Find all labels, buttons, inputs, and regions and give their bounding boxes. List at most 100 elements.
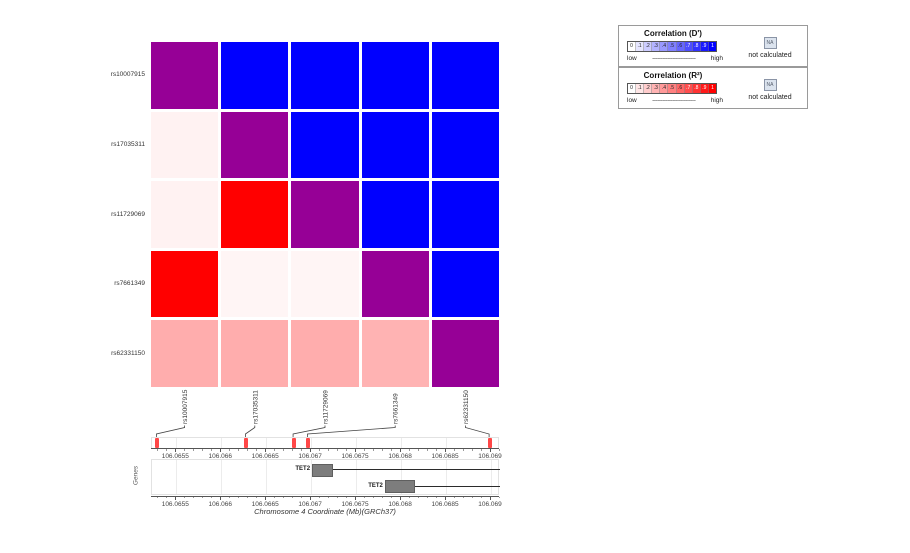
- axis-tick-minor: [499, 496, 500, 499]
- snp-marker-rs11729069[interactable]: [292, 438, 297, 448]
- axis-tick-major: [265, 496, 267, 500]
- ld-cell-rs10007915-rs7661349[interactable]: [361, 42, 429, 109]
- ld-cell-rs62331150-rs11729069[interactable]: [291, 320, 359, 387]
- axis-tick-minor: [328, 449, 330, 451]
- snp-position-track: [151, 437, 499, 448]
- axis-tick-minor: [337, 496, 339, 499]
- axis-tick-minor: [454, 496, 456, 499]
- ld-cell-rs17035311-rs62331150[interactable]: [431, 111, 499, 179]
- snp-marker-rs17035311[interactable]: [244, 438, 249, 448]
- snp-marker-rs7661349[interactable]: [306, 438, 311, 448]
- track-gridline: [266, 460, 268, 494]
- axis-tick-minor: [391, 496, 393, 499]
- axis-tick-minor: [409, 449, 411, 451]
- legend-panel-dprime: Correlation (D') 0.1.2.3.4.5.6.7.8.9 1 lo…: [619, 26, 807, 68]
- ld-cell-rs17035311-rs11729069[interactable]: [291, 111, 359, 179]
- heatmap-row-label: rs11729069: [111, 210, 145, 218]
- ld-cell-rs11729069-rs7661349[interactable]: [361, 181, 429, 248]
- axis-tick-minor: [301, 449, 303, 451]
- axis-tick-minor: [292, 449, 294, 451]
- axis-tick-minor: [436, 449, 438, 451]
- legend-scale-cell: 0: [628, 84, 637, 93]
- dprime-na-caption: not calculated: [748, 52, 792, 59]
- axis-tick-minor: [418, 496, 420, 499]
- axis-tick-label: 106.068: [388, 500, 412, 508]
- legend-dprime-right: NA not calculated: [733, 26, 807, 66]
- genes-axis-label: Genes: [132, 465, 140, 486]
- axis-tick-label: 106.0675: [341, 453, 369, 460]
- legend-scale-cell: .9: [700, 84, 709, 93]
- ld-cell-rs11729069-rs62331150[interactable]: [431, 181, 499, 248]
- axis-tick-label: 106.069: [478, 453, 502, 460]
- ld-cell-rs10007915-rs10007915[interactable]: [151, 42, 219, 109]
- snp-connector-line: [307, 425, 396, 438]
- ld-cell-rs17035311-rs10007915[interactable]: [151, 111, 219, 179]
- ld-cell-rs62331150-rs10007915[interactable]: [151, 320, 219, 387]
- ld-cell-rs11729069-rs10007915[interactable]: [151, 181, 219, 248]
- axis-tick-minor: [346, 496, 348, 499]
- legend-scale-cell: .3: [652, 42, 661, 51]
- axis-tick-minor: [328, 496, 330, 499]
- gene-exon-box[interactable]: [384, 480, 415, 493]
- ld-cell-rs62331150-rs7661349[interactable]: [361, 320, 429, 387]
- axis-tick-minor: [229, 449, 231, 451]
- ld-cell-rs10007915-rs11729069[interactable]: [291, 42, 359, 109]
- ld-cell-rs11729069-rs11729069[interactable]: [291, 181, 359, 248]
- track-gridline: [311, 438, 313, 448]
- snp-vertical-label: rs17035311: [252, 390, 259, 424]
- ld-cell-rs7661349-rs10007915[interactable]: [151, 250, 219, 318]
- snp-connector-area: rs10007915 rs17035311 rs11729069 rs7661349 r…: [155, 389, 490, 438]
- gene-track: TET2 TET2: [151, 459, 500, 495]
- axis-tick-major: [445, 496, 447, 500]
- legend-scale-cell: .7: [684, 84, 693, 93]
- ld-cell-rs62331150-rs62331150[interactable]: [431, 320, 499, 387]
- axis-tick-minor: [463, 449, 465, 451]
- ld-cell-rs17035311-rs7661349[interactable]: [361, 111, 429, 179]
- track-gridline: [446, 460, 448, 494]
- axis-tick-minor: [382, 496, 384, 499]
- heatmap-row-label: rs62331150: [111, 349, 145, 357]
- axis-tick-minor: [319, 449, 321, 451]
- axis-tick-minor: [211, 449, 213, 451]
- axis-tick-minor: [382, 449, 384, 451]
- ld-cell-rs7661349-rs11729069[interactable]: [291, 250, 359, 318]
- heatmap-row-label: rs7661349: [114, 280, 145, 288]
- legend-scale-cell: .3: [652, 84, 661, 93]
- legend-dprime-left: Correlation (D') 0.1.2.3.4.5.6.7.8.9 1 lo…: [619, 26, 733, 66]
- axis-tick-major: [445, 449, 447, 453]
- ld-cell-rs7661349-rs62331150[interactable]: [431, 250, 499, 318]
- legend-scale-cell: .2: [644, 84, 653, 93]
- ld-cell-rs7661349-rs17035311[interactable]: [221, 250, 289, 318]
- axis-tick-minor: [247, 449, 249, 451]
- axis-tick-minor: [499, 449, 500, 451]
- ld-cell-rs17035311-rs17035311[interactable]: [221, 111, 289, 179]
- track-gridline: [311, 460, 313, 494]
- legend-scale-cell: .8: [692, 84, 701, 93]
- axis-tick-minor: [184, 449, 186, 451]
- axis-tick-minor: [211, 496, 213, 499]
- snp-vertical-label: rs62331150: [463, 390, 470, 424]
- axis-tick-minor: [166, 449, 168, 451]
- axis-tick-minor: [274, 496, 276, 499]
- axis-tick-minor: [301, 496, 303, 499]
- gene-exon-box[interactable]: [312, 463, 333, 477]
- r2-na-caption: not calculated: [748, 94, 792, 101]
- axis-tick-major: [310, 449, 312, 453]
- snp-marker-rs10007915[interactable]: [155, 438, 160, 448]
- ld-cell-rs10007915-rs62331150[interactable]: [431, 42, 499, 109]
- snp-vertical-label: rs7661349: [393, 393, 400, 424]
- snp-marker-rs62331150[interactable]: [488, 438, 493, 448]
- track-gridline: [356, 460, 358, 494]
- track-gridline: [221, 438, 223, 448]
- ld-cell-rs7661349-rs7661349[interactable]: [361, 250, 429, 318]
- ld-cell-rs10007915-rs17035311[interactable]: [221, 42, 289, 109]
- r2-color-scale: 0.1.2.3.4.5.6.7.8.9 1: [627, 83, 717, 94]
- axis-tick-minor: [463, 496, 465, 499]
- axis-tick-label: 106.067: [298, 500, 322, 508]
- ld-cell-rs11729069-rs17035311[interactable]: [221, 181, 289, 248]
- dprime-color-scale: 0.1.2.3.4.5.6.7.8.9 1: [627, 41, 717, 52]
- ld-cell-rs62331150-rs17035311[interactable]: [221, 320, 289, 387]
- axis-tick-major: [175, 449, 177, 453]
- axis-tick-label: 106.0655: [161, 500, 189, 508]
